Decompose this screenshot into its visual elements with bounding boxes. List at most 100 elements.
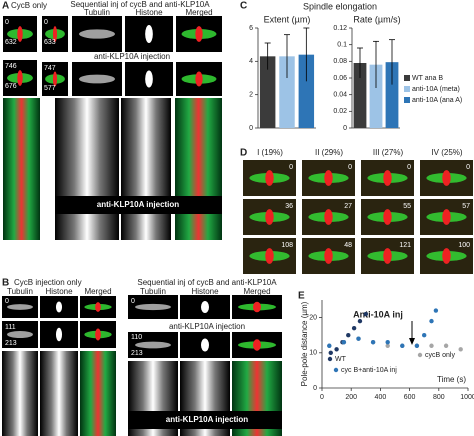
panel-label: E [298,291,305,302]
bar [298,54,315,128]
micrographs [2,16,473,436]
chromatin [265,170,274,186]
bar [385,62,399,128]
y-tick-label: 20 [309,314,317,321]
data-point [328,350,333,355]
x-axis-label: Time (s) [437,375,466,384]
class-header: IV (25%) [431,148,462,157]
data-point [385,340,390,345]
kymo-band [128,411,282,429]
panel-d: I (19%) II (29%) III (27%) IV (25%) [257,148,463,157]
chromatin [324,209,333,225]
panel-title: CycB injection only [14,278,82,287]
legend-label: WT ana B [412,75,443,82]
x-tick-label: 800 [433,394,445,401]
time-label: 48 [344,242,352,249]
y-tick-label: 0.08 [333,58,347,65]
data-point [370,340,376,345]
chromatin [95,302,101,312]
data-point [351,325,357,331]
data-point [327,343,332,348]
chromatin [145,70,153,88]
y-tick-label: 0 [343,125,347,132]
panel-title: Sequential inj of cycB and anti-KLP10A [70,0,210,9]
column-header: Histone [135,8,163,17]
x-tick-label: 400 [375,394,387,401]
data-point [400,343,405,348]
spindle [7,330,33,339]
time-label: 632 [5,39,17,46]
legend-label: anti-10A (meta) [412,86,460,93]
kymo-band [55,196,222,214]
bar [279,56,295,129]
y-tick-label: 0.02 [333,108,347,115]
kymograph [40,351,78,436]
class-header: II (29%) [315,148,343,157]
legend-marker [417,352,423,358]
panel-title: Sequential inj of cycB and anti-KLP10A [137,278,277,287]
panel-label: A [2,1,9,12]
time-label: 746 [5,63,17,70]
column-header: Tubulin [140,287,166,296]
spindle [135,341,171,349]
kymo-label: anti-KLP10A injection [97,200,179,209]
chromatin [253,301,261,313]
legend-label: cyc B+anti-10A inj [341,367,397,374]
chart-title: Extent (µm) [264,14,311,24]
time-label: 0 [44,19,48,26]
chromatin [201,301,209,313]
chromatin [195,26,203,42]
y-tick-label: 0.04 [333,92,347,99]
y-tick-label: 2 [249,92,253,99]
time-label: 108 [281,242,293,249]
x-tick-label: 1000 [460,394,474,401]
legend-label: WT [335,356,347,363]
chromatin [52,71,58,87]
x-tick-label: 0 [320,394,324,401]
spindle [79,74,115,84]
chromatin [442,170,451,186]
chromatin [383,170,392,186]
data-point [385,343,390,348]
time-label: 633 [44,39,56,46]
chromatin [383,209,392,225]
y-tick-label: 0 [313,385,317,392]
injection-label: anti-KLP10A injection [169,322,245,331]
legend-label: cycB only [425,352,455,359]
data-point [357,318,363,324]
x-tick-label: 200 [345,394,357,401]
time-label: 747 [44,65,56,72]
panel-title: CycB only [11,1,47,10]
time-label: 0 [5,19,9,26]
chromatin [17,70,23,86]
y-tick-label: 0.06 [333,75,347,82]
time-label: 121 [399,242,411,249]
bar [369,64,383,128]
kymograph [175,98,222,240]
time-label: 0 [466,164,470,171]
chart-title: Rate (µm/s) [353,14,400,24]
chromatin [201,338,209,352]
chromatin [195,71,203,87]
time-label: 36 [285,203,293,210]
y-tick-label: 6 [249,25,253,32]
data-point [334,347,339,352]
time-label: 0 [131,298,135,305]
data-point [346,333,351,338]
chromatin [55,327,63,342]
y-axis-label: Pole-pole distance (µm) [300,301,309,386]
chromatin [55,301,63,313]
time-label: 0 [289,164,293,171]
legend-swatch [404,86,410,92]
column-header: Tubulin [7,287,33,296]
column-header: Histone [45,287,73,296]
data-point [341,340,347,345]
chromatin [253,339,261,351]
chromatin [95,328,101,341]
time-label: 0 [5,298,9,305]
kymo-label: anti-KLP10A injection [166,415,248,424]
kymograph [80,351,116,436]
class-header: III (27%) [373,148,404,157]
column-header: Tubulin [84,8,110,17]
time-label: 0 [407,164,411,171]
